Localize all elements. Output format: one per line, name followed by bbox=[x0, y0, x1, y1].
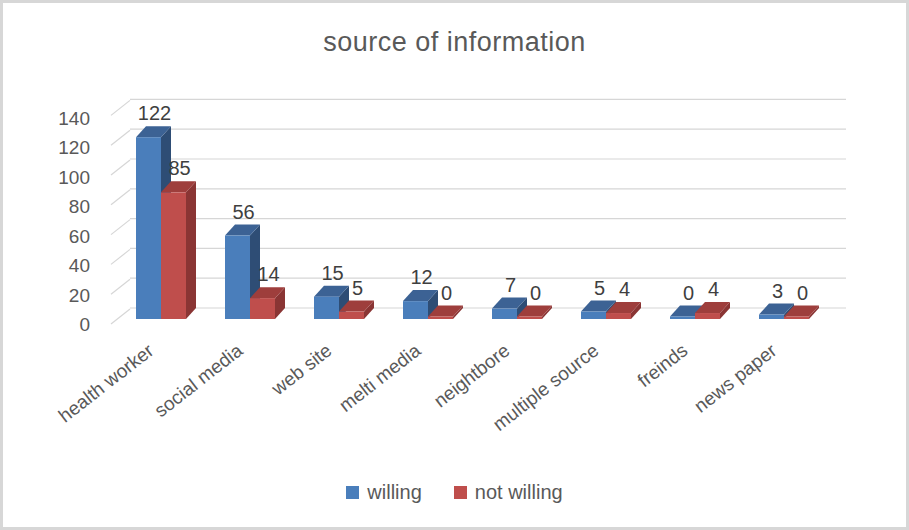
category-label-web-site: web site bbox=[267, 340, 336, 400]
bar-willing-web-site bbox=[314, 297, 339, 319]
axis-tick-connector bbox=[111, 249, 130, 264]
bar-not-willing-multiple-source bbox=[606, 313, 631, 319]
axis-tick-connector bbox=[111, 220, 130, 235]
bar-not-willing-health-worker-side-face bbox=[186, 181, 196, 319]
chart-frame[interactable]: source of information 020406080100120140… bbox=[0, 0, 909, 530]
data-label-willing-health-worker: 122 bbox=[138, 102, 171, 124]
axis-tick-connector bbox=[111, 100, 130, 115]
bar-willing-melti-media bbox=[403, 301, 428, 319]
data-label-willing-multiple-source: 5 bbox=[594, 277, 605, 299]
data-label-not-willing-melti-media: 0 bbox=[441, 282, 452, 304]
axis-tick-connector bbox=[111, 190, 130, 205]
bar-not-willing-web-site bbox=[339, 312, 364, 319]
bar-chart-plot-area: 02040608010012014012285health worker5614… bbox=[3, 3, 909, 530]
bar-willing-health-worker bbox=[136, 137, 161, 319]
bar-willing-social-media bbox=[225, 236, 250, 319]
y-tick-label: 140 bbox=[58, 108, 90, 129]
data-label-willing-melti-media: 12 bbox=[410, 266, 432, 288]
y-tick-label: 60 bbox=[69, 226, 90, 247]
y-tick-label: 40 bbox=[69, 255, 90, 276]
data-label-willing-web-site: 15 bbox=[321, 262, 343, 284]
bar-not-willing-freinds bbox=[695, 313, 720, 319]
category-label-melti-media: melti media bbox=[335, 339, 425, 416]
bar-not-willing-melti-media bbox=[428, 317, 453, 320]
chart-legend: willing not willing bbox=[3, 481, 906, 504]
not-willing-legend-swatch bbox=[454, 486, 467, 499]
axis-tick-connector bbox=[111, 309, 130, 324]
category-label-neightbore: neightbore bbox=[430, 340, 514, 412]
willing-legend-label: willing bbox=[367, 481, 421, 504]
data-label-not-willing-health-worker: 85 bbox=[168, 157, 190, 179]
data-label-willing-freinds: 0 bbox=[683, 282, 694, 304]
bar-not-willing-neightbore bbox=[517, 317, 542, 320]
not-willing-legend-label: not willing bbox=[475, 481, 563, 504]
legend-item-not-willing: not willing bbox=[454, 481, 563, 504]
bar-willing-neightbore bbox=[492, 309, 517, 319]
data-label-not-willing-social-media: 14 bbox=[257, 263, 279, 285]
axis-tick-connector bbox=[111, 130, 130, 145]
data-label-not-willing-neightbore: 0 bbox=[530, 282, 541, 304]
legend-item-willing: willing bbox=[346, 481, 421, 504]
data-label-willing-neightbore: 7 bbox=[505, 274, 516, 296]
willing-legend-swatch bbox=[346, 486, 359, 499]
category-label-news-paper: news paper bbox=[690, 339, 781, 416]
axis-tick-connector bbox=[111, 160, 130, 175]
bar-willing-multiple-source bbox=[581, 312, 606, 319]
bar-not-willing-news-paper bbox=[784, 317, 809, 320]
category-label-social-media: social media bbox=[150, 339, 246, 421]
data-label-not-willing-news-paper: 0 bbox=[797, 282, 808, 304]
data-label-not-willing-web-site: 5 bbox=[352, 277, 363, 299]
y-tick-label: 20 bbox=[69, 285, 90, 306]
data-label-willing-news-paper: 3 bbox=[772, 280, 783, 302]
y-tick-label: 0 bbox=[79, 314, 90, 335]
category-label-freinds: freinds bbox=[634, 340, 692, 392]
y-tick-label: 80 bbox=[69, 196, 90, 217]
bar-willing-news-paper bbox=[759, 315, 784, 319]
data-label-willing-social-media: 56 bbox=[232, 201, 254, 223]
data-label-not-willing-multiple-source: 4 bbox=[619, 278, 630, 300]
bar-willing-freinds bbox=[670, 317, 695, 320]
y-tick-label: 100 bbox=[58, 167, 90, 188]
bar-not-willing-social-media bbox=[250, 298, 275, 319]
category-label-health-worker: health worker bbox=[55, 339, 158, 426]
data-label-not-willing-freinds: 4 bbox=[708, 278, 719, 300]
bar-not-willing-health-worker bbox=[161, 192, 186, 319]
y-tick-label: 120 bbox=[58, 137, 90, 158]
axis-tick-connector bbox=[111, 279, 130, 294]
